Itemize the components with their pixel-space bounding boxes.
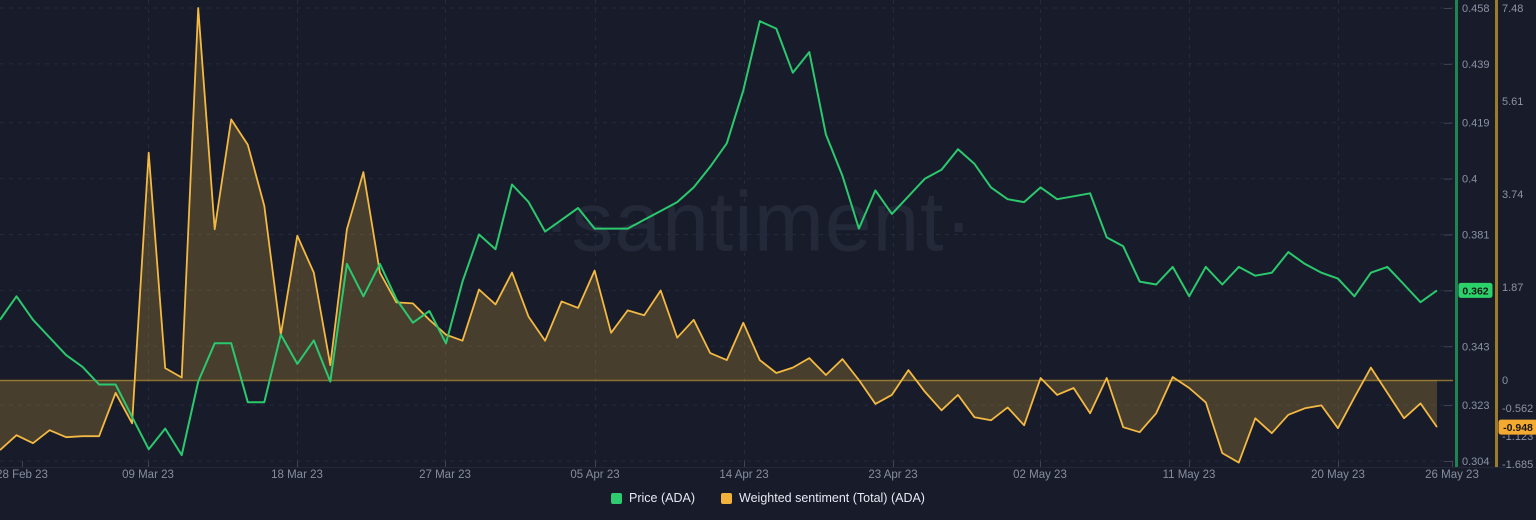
sentiment-tick-label: 1.87 [1502, 282, 1523, 294]
legend-item-sentiment[interactable]: Weighted sentiment (Total) (ADA) [721, 491, 925, 505]
price-tick-label: 0.419 [1462, 118, 1490, 130]
sentiment-legend-label: Weighted sentiment (Total) (ADA) [739, 491, 925, 505]
price-legend-swatch-icon [611, 492, 623, 504]
sentiment-tick-label: 7.48 [1502, 3, 1523, 15]
legend-item-price[interactable]: Price (ADA) [611, 491, 695, 505]
price-tick-label: 0.304 [1462, 456, 1490, 468]
price-current-badge-label: 0.362 [1462, 285, 1488, 297]
sentiment-tick-label: 5.61 [1502, 96, 1523, 108]
sentiment-tick-label: 3.74 [1502, 189, 1523, 201]
sentiment-area [0, 8, 1437, 463]
price-tick-label: 0.343 [1462, 341, 1490, 353]
sentiment-line [0, 7, 1438, 464]
sentiment-current-badge [1498, 419, 1536, 435]
legend: Price (ADA) Weighted sentiment (Total) (… [0, 491, 1536, 505]
price-tick-label: 0.458 [1462, 3, 1490, 15]
price-tick-label: 0.323 [1462, 400, 1490, 412]
price-current-badge [1458, 282, 1493, 298]
sentiment-legend-swatch-icon [721, 492, 733, 504]
price-legend-label: Price (ADA) [629, 491, 696, 505]
sentiment-tick-label: -1.685 [1502, 459, 1533, 471]
price-tick-label: 0.439 [1462, 59, 1490, 71]
sentiment-tick-label: 0 [1502, 375, 1508, 387]
price-tick-label: 0.4 [1462, 174, 1477, 186]
sentiment-current-badge-label: -0.948 [1503, 422, 1533, 434]
sentiment-tick-label: -0.562 [1502, 403, 1533, 415]
price-line [0, 20, 1438, 457]
price-tick-label: 0.381 [1462, 230, 1490, 242]
